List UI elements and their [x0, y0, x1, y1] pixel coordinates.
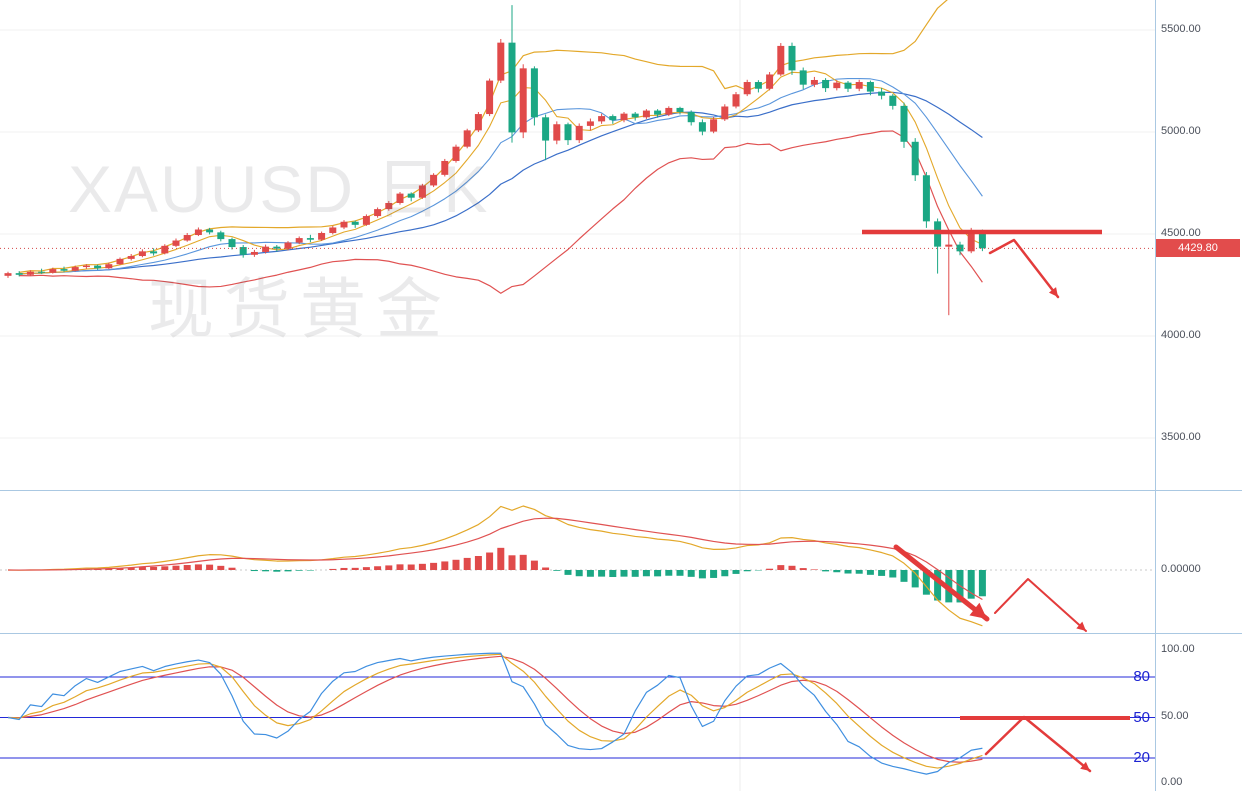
- osc-level-label-20: 20: [1133, 749, 1150, 766]
- price-axis-label: 5000.00: [1161, 125, 1201, 137]
- price-axis-label: 4500.00: [1161, 227, 1201, 239]
- price-axis-label: 4000.00: [1161, 329, 1201, 341]
- grid-layer: [0, 0, 1155, 791]
- price-axis-label: 5500.00: [1161, 23, 1201, 35]
- oscillator-panel: [0, 652, 1155, 775]
- osc-axis-label: 0.00: [1161, 776, 1183, 788]
- main-panel: [0, 0, 1155, 316]
- price-axis-label: 3500.00: [1161, 431, 1201, 443]
- osc-axis-label: 100.00: [1161, 643, 1195, 655]
- osc-level-label-50: 50: [1133, 709, 1150, 726]
- annotations-layer: [862, 229, 1130, 773]
- current-price-tag: 4429.80: [1156, 239, 1240, 257]
- osc-axis-label: 50.00: [1161, 710, 1189, 722]
- osc-level-label-80: 80: [1133, 668, 1150, 685]
- macd-axis-label: 0.00000: [1161, 563, 1201, 575]
